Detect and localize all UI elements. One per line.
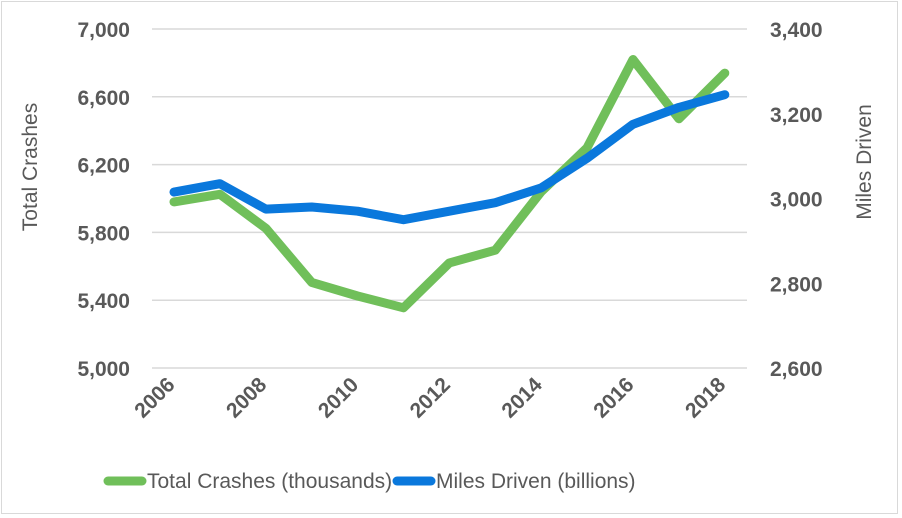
- y-left-tick-label: 5,800: [77, 222, 130, 245]
- y-axis-left-title: Total Crashes: [19, 103, 42, 231]
- y-axis-right-ticks: 2,600 2,800 3,000 3,200 3,400: [770, 19, 823, 381]
- y-right-tick-label: 2,600: [770, 358, 823, 381]
- gridlines: [152, 28, 747, 369]
- y-right-tick-label: 3,400: [770, 19, 823, 42]
- y-right-tick-label: 3,000: [770, 189, 823, 212]
- series-lines: [169, 55, 730, 313]
- x-tick-label: 2012: [406, 373, 455, 422]
- y-right-tick-label: 3,200: [770, 104, 823, 127]
- x-tick-label: 2016: [589, 373, 638, 422]
- x-axis-ticks: 2006 2008 2010 2012 2014 2016 2018: [130, 373, 730, 423]
- x-tick-label: 2018: [681, 373, 731, 423]
- legend-item-total-crashes[interactable]: Total Crashes (thousands): [103, 470, 392, 493]
- y-right-tick-label: 2,800: [770, 273, 823, 296]
- y-axis-left-ticks: 5,000 5,400 5,800 6,200 6,600 7,000: [77, 19, 130, 381]
- y-axis-right-title: Miles Driven: [853, 104, 876, 220]
- x-tick-label: 2010: [314, 373, 363, 422]
- series-line-miles-driven: [169, 90, 730, 225]
- legend-item-miles-driven[interactable]: Miles Driven (billions): [392, 470, 636, 493]
- y-left-tick-label: 5,400: [77, 290, 130, 313]
- y-left-tick-label: 7,000: [77, 19, 130, 42]
- y-left-tick-label: 6,200: [77, 155, 130, 178]
- legend-label-total-crashes: Total Crashes (thousands): [147, 470, 392, 493]
- y-left-tick-label: 6,600: [77, 87, 130, 110]
- x-tick-label: 2008: [222, 373, 272, 423]
- x-tick-label: 2006: [130, 373, 179, 422]
- legend-label-miles-driven: Miles Driven (billions): [436, 470, 636, 493]
- y-left-tick-label: 5,000: [77, 358, 130, 381]
- x-tick-label: 2014: [497, 373, 547, 423]
- legend: Total Crashes (thousands) Miles Driven (…: [103, 470, 636, 493]
